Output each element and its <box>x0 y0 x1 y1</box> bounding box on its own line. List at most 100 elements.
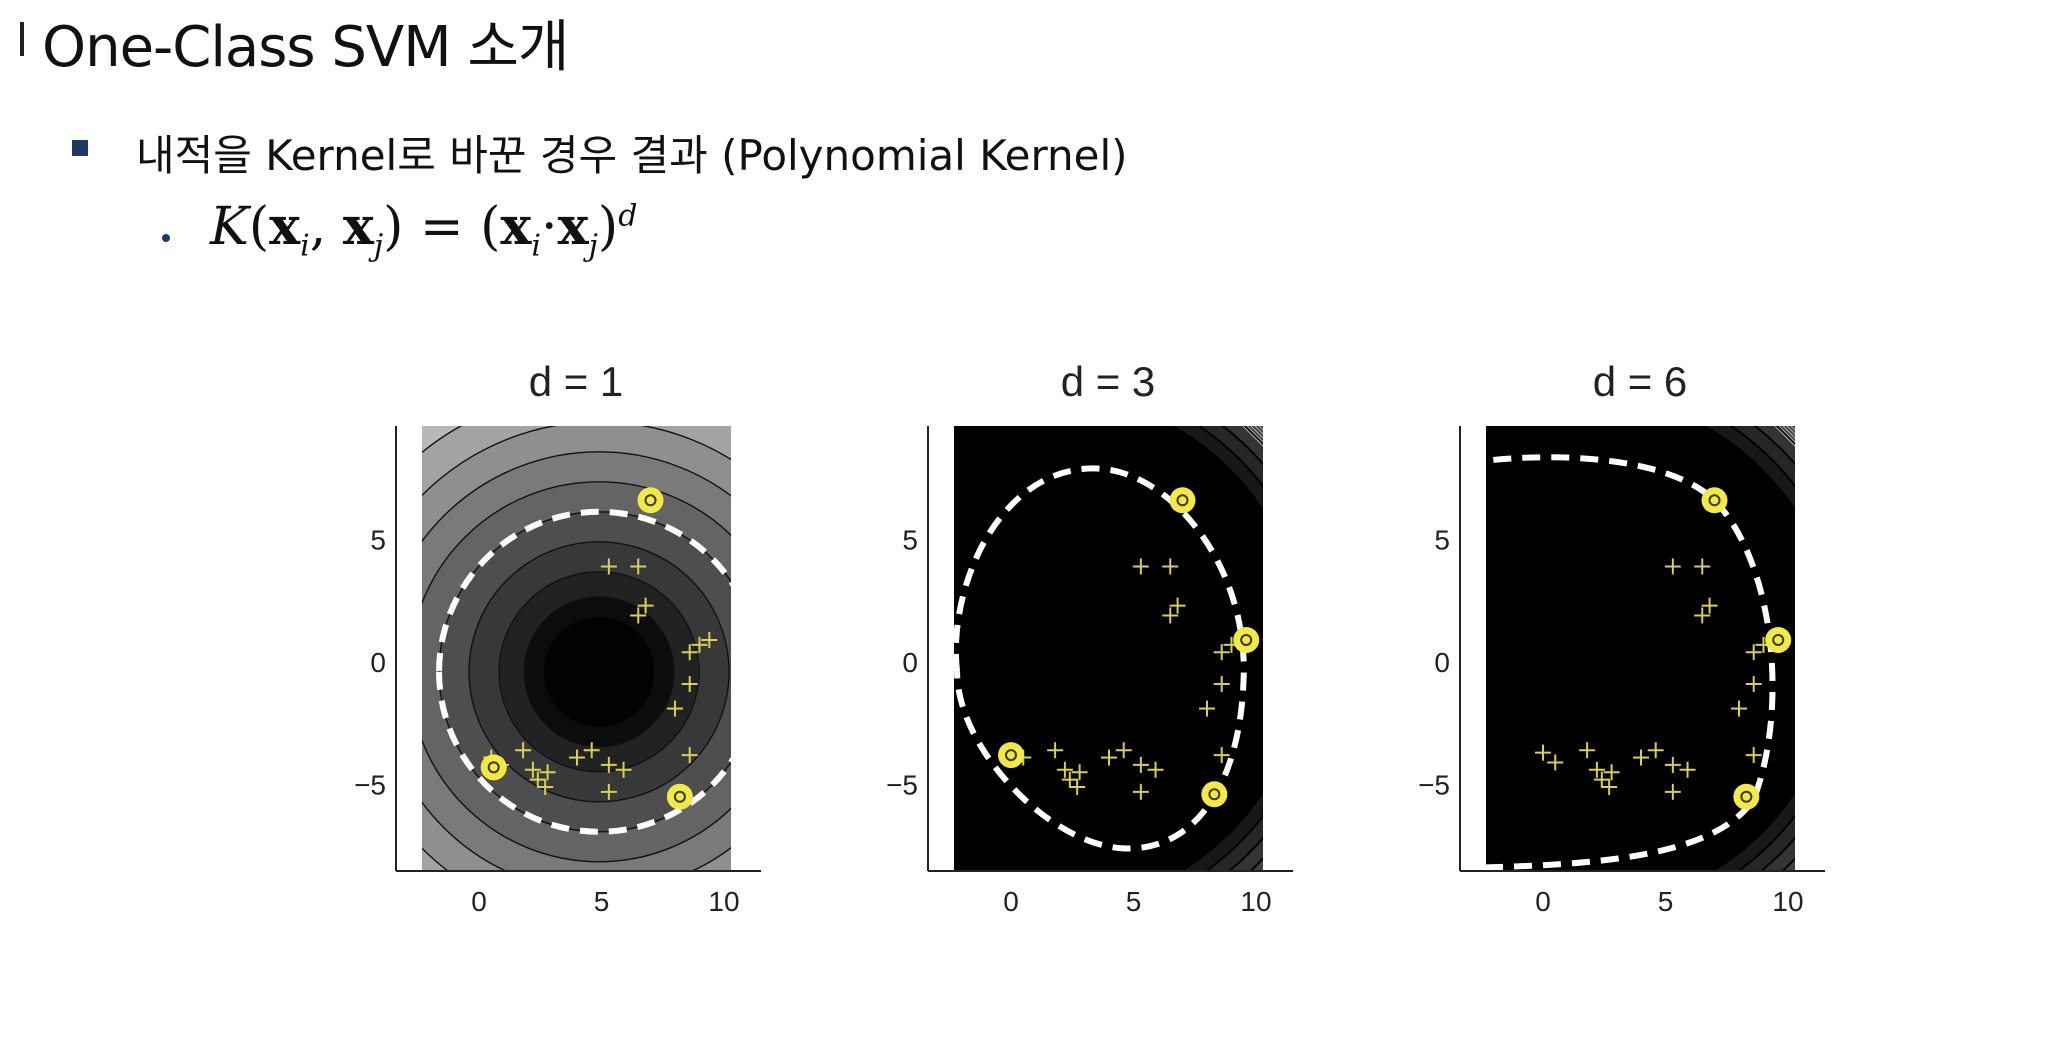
data-point-plus <box>1101 749 1117 766</box>
contour-corner-line <box>1254 426 1263 435</box>
data-point-plus <box>1162 558 1179 575</box>
contour-corner-line <box>1283 422 1287 426</box>
y-tick-label: 5 <box>370 525 386 556</box>
contour-core <box>1486 426 1795 871</box>
title-accent-bar <box>20 22 24 56</box>
data-point-plus <box>1132 783 1149 800</box>
data-point-plus <box>600 783 617 800</box>
contour-corner-line <box>1815 422 1819 426</box>
contour-corner-line <box>1250 426 1263 439</box>
x-tick-label: 10 <box>1240 886 1271 917</box>
data-point-plus <box>1745 747 1762 764</box>
decision-boundary <box>954 465 1247 852</box>
chart-panel-1: d = 1 0 5 10 5 0 −5 <box>354 358 761 917</box>
data-point-plus <box>524 761 541 778</box>
data-point-plus <box>681 747 698 764</box>
x-tick-label: 0 <box>471 886 487 917</box>
formula-dot: · <box>541 197 558 257</box>
data-point-plus <box>1601 778 1618 795</box>
support-vector-point <box>1169 487 1196 514</box>
y-tick-label: 0 <box>1434 647 1450 678</box>
data-point-plus <box>1745 676 1762 693</box>
bullet-dot-icon <box>162 234 170 242</box>
support-vector-point <box>666 783 693 810</box>
data-point-plus <box>681 676 698 693</box>
data-point-plus <box>600 558 617 575</box>
contour-corner-line <box>1267 426 1283 442</box>
contour-background <box>954 422 1287 871</box>
formula-xj2: x <box>557 196 589 257</box>
support-vector-center <box>1708 494 1721 507</box>
data-point-plus <box>1603 764 1620 781</box>
data-point-plus <box>1213 644 1230 661</box>
support-vector-point <box>637 487 664 514</box>
formula-i2: i <box>531 228 542 264</box>
support-vector-center <box>1772 633 1785 646</box>
support-vector-point <box>1701 487 1728 514</box>
chart-title: d = 3 <box>1061 358 1156 405</box>
x-tick-label: 10 <box>708 886 739 917</box>
data-point-plus <box>701 631 718 648</box>
support-vector-center <box>644 494 657 507</box>
chart-title: d = 6 <box>1593 358 1688 405</box>
x-tick-label: 0 <box>1535 886 1551 917</box>
data-point-plus <box>1664 783 1681 800</box>
contour-corner-line <box>1778 426 1795 443</box>
data-point-plus <box>637 597 654 614</box>
support-vector-marker <box>1201 781 1228 808</box>
data-point-plus <box>1147 761 1164 778</box>
x-tick-label: 0 <box>1003 886 1019 917</box>
support-vector-center <box>1740 790 1753 803</box>
y-tick-label: 0 <box>902 647 918 678</box>
x-tick-label: 10 <box>1772 886 1803 917</box>
support-vector-point <box>1733 783 1760 810</box>
chart-panel-3: d = 6 0 5 10 5 0 −5 <box>1418 358 1825 917</box>
formula-xi2: x <box>500 196 532 257</box>
support-vector-marker <box>666 783 693 810</box>
data-point-plus <box>1115 742 1132 759</box>
support-vector-center <box>1176 494 1189 507</box>
chart-panel-2: d = 3 0 5 10 5 0 −5 <box>886 358 1293 917</box>
data-point-plus <box>681 644 698 661</box>
data-point-plus <box>1069 778 1086 795</box>
data-point-plus <box>583 742 600 759</box>
support-vector-point <box>1765 626 1792 653</box>
data-point-plus <box>691 636 708 653</box>
data-point-plus <box>1694 607 1711 624</box>
data-point-plus <box>1199 700 1215 717</box>
contour-corner-line <box>1242 426 1263 447</box>
contour-corner-line <box>1799 426 1815 442</box>
data-point-plus <box>1664 558 1681 575</box>
y-tick-label: 5 <box>1434 525 1450 556</box>
support-vector-point <box>998 742 1024 769</box>
data-point-plus <box>600 756 617 773</box>
data-point-plus <box>1162 607 1179 624</box>
support-vector-point <box>1201 781 1228 808</box>
contour-corner-line <box>1774 426 1795 447</box>
contour-corner-line <box>1786 426 1795 435</box>
data-point-plus <box>1593 771 1610 788</box>
kernel-formula: K(xi, xj) = (xi·xj)d <box>210 196 638 264</box>
data-point-plus <box>1701 597 1718 614</box>
data-point-plus <box>1056 761 1073 778</box>
formula-j: j <box>373 228 384 264</box>
x-tick-label: 5 <box>1658 886 1674 917</box>
chart-title: d = 1 <box>529 358 624 405</box>
data-point-plus <box>1213 676 1230 693</box>
formula-i: i <box>300 228 310 264</box>
support-vector-center <box>487 761 500 774</box>
data-point-plus <box>1579 742 1596 759</box>
bullet-square-icon <box>72 140 88 156</box>
support-vector-marker <box>1701 487 1728 514</box>
data-point-plus <box>515 742 532 759</box>
formula-xj: x <box>342 196 374 257</box>
data-point-plus <box>630 558 647 575</box>
y-tick-label: −5 <box>1418 770 1450 801</box>
support-vector-marker <box>1733 783 1760 810</box>
contour-corner-line <box>1275 426 1283 434</box>
data-point-plus <box>569 749 585 766</box>
formula-exp: d <box>618 198 638 234</box>
data-point-plus <box>539 764 556 781</box>
data-point-plus <box>537 778 554 795</box>
